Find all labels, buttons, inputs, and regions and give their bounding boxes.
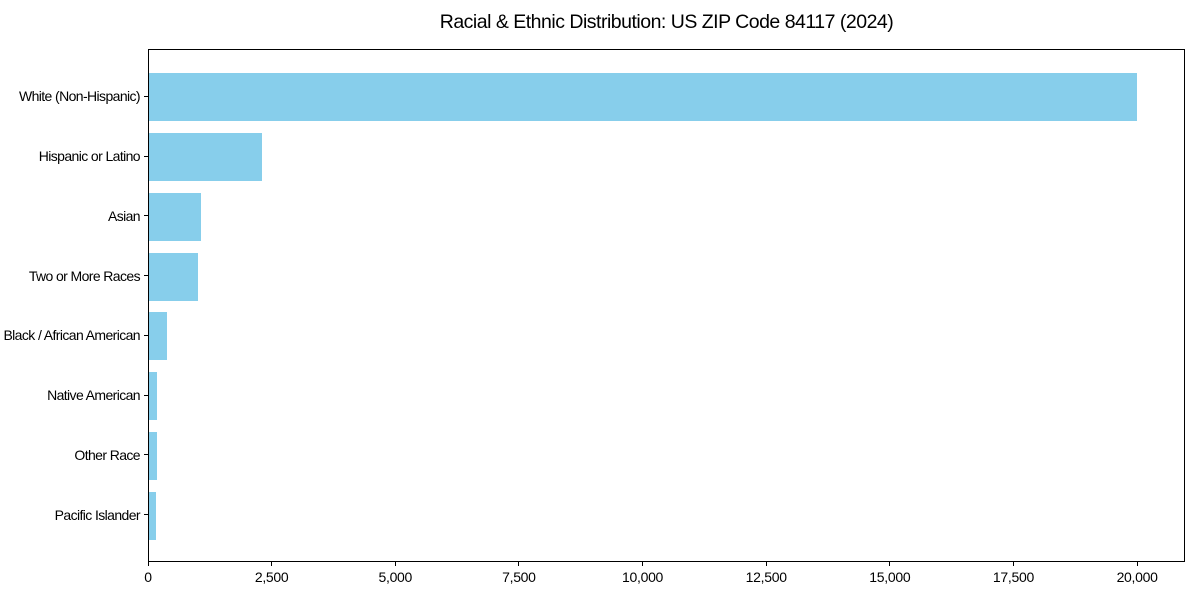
y-tick-mark bbox=[144, 514, 148, 516]
plot-area bbox=[148, 49, 1185, 562]
x-axis-label: 12,500 bbox=[745, 569, 787, 585]
y-tick-mark bbox=[144, 155, 148, 157]
x-tick-mark bbox=[271, 562, 273, 566]
bar bbox=[149, 192, 201, 241]
y-tick-mark bbox=[144, 95, 148, 97]
x-axis-label: 20,000 bbox=[1116, 569, 1158, 585]
bar bbox=[149, 432, 157, 480]
bar bbox=[149, 252, 199, 301]
x-axis-label: 17,500 bbox=[992, 569, 1034, 585]
x-axis-label: 10,000 bbox=[622, 569, 664, 585]
bar bbox=[149, 73, 1137, 122]
y-axis-label: Hispanic or Latino bbox=[38, 148, 141, 165]
y-axis-label: White (Non-Hispanic) bbox=[18, 88, 141, 105]
x-axis-label: 5,000 bbox=[378, 569, 413, 585]
x-tick-mark bbox=[1012, 562, 1014, 566]
x-tick-mark bbox=[147, 562, 149, 566]
y-axis-label: Other Race bbox=[74, 446, 140, 463]
bar bbox=[149, 133, 262, 181]
bar bbox=[149, 372, 158, 421]
y-tick-mark bbox=[144, 275, 148, 277]
x-axis-label: 7,500 bbox=[502, 569, 536, 585]
x-tick-mark bbox=[1136, 562, 1138, 566]
y-axis-label: Asian bbox=[107, 207, 141, 224]
bar bbox=[149, 312, 167, 361]
y-axis-label: Native American bbox=[47, 387, 141, 404]
y-tick-mark bbox=[144, 394, 148, 396]
chart-title: Racial & Ethnic Distribution: US ZIP Cod… bbox=[439, 11, 894, 33]
x-tick-mark bbox=[765, 562, 767, 566]
x-tick-mark bbox=[394, 562, 396, 566]
y-axis-label: Two or More Races bbox=[28, 267, 141, 284]
x-axis-label: 0 bbox=[144, 569, 152, 585]
y-axis-label: Black / African American bbox=[3, 327, 140, 344]
y-tick-mark bbox=[144, 215, 148, 217]
y-tick-mark bbox=[144, 454, 148, 456]
x-tick-mark bbox=[518, 562, 520, 566]
x-tick-mark bbox=[642, 562, 644, 566]
y-tick-mark bbox=[144, 334, 148, 336]
bar bbox=[149, 491, 157, 540]
x-tick-mark bbox=[889, 562, 891, 566]
y-axis-label: Pacific Islander bbox=[54, 506, 141, 523]
x-axis-label: 2,500 bbox=[254, 569, 289, 585]
x-axis-label: 15,000 bbox=[869, 569, 911, 585]
